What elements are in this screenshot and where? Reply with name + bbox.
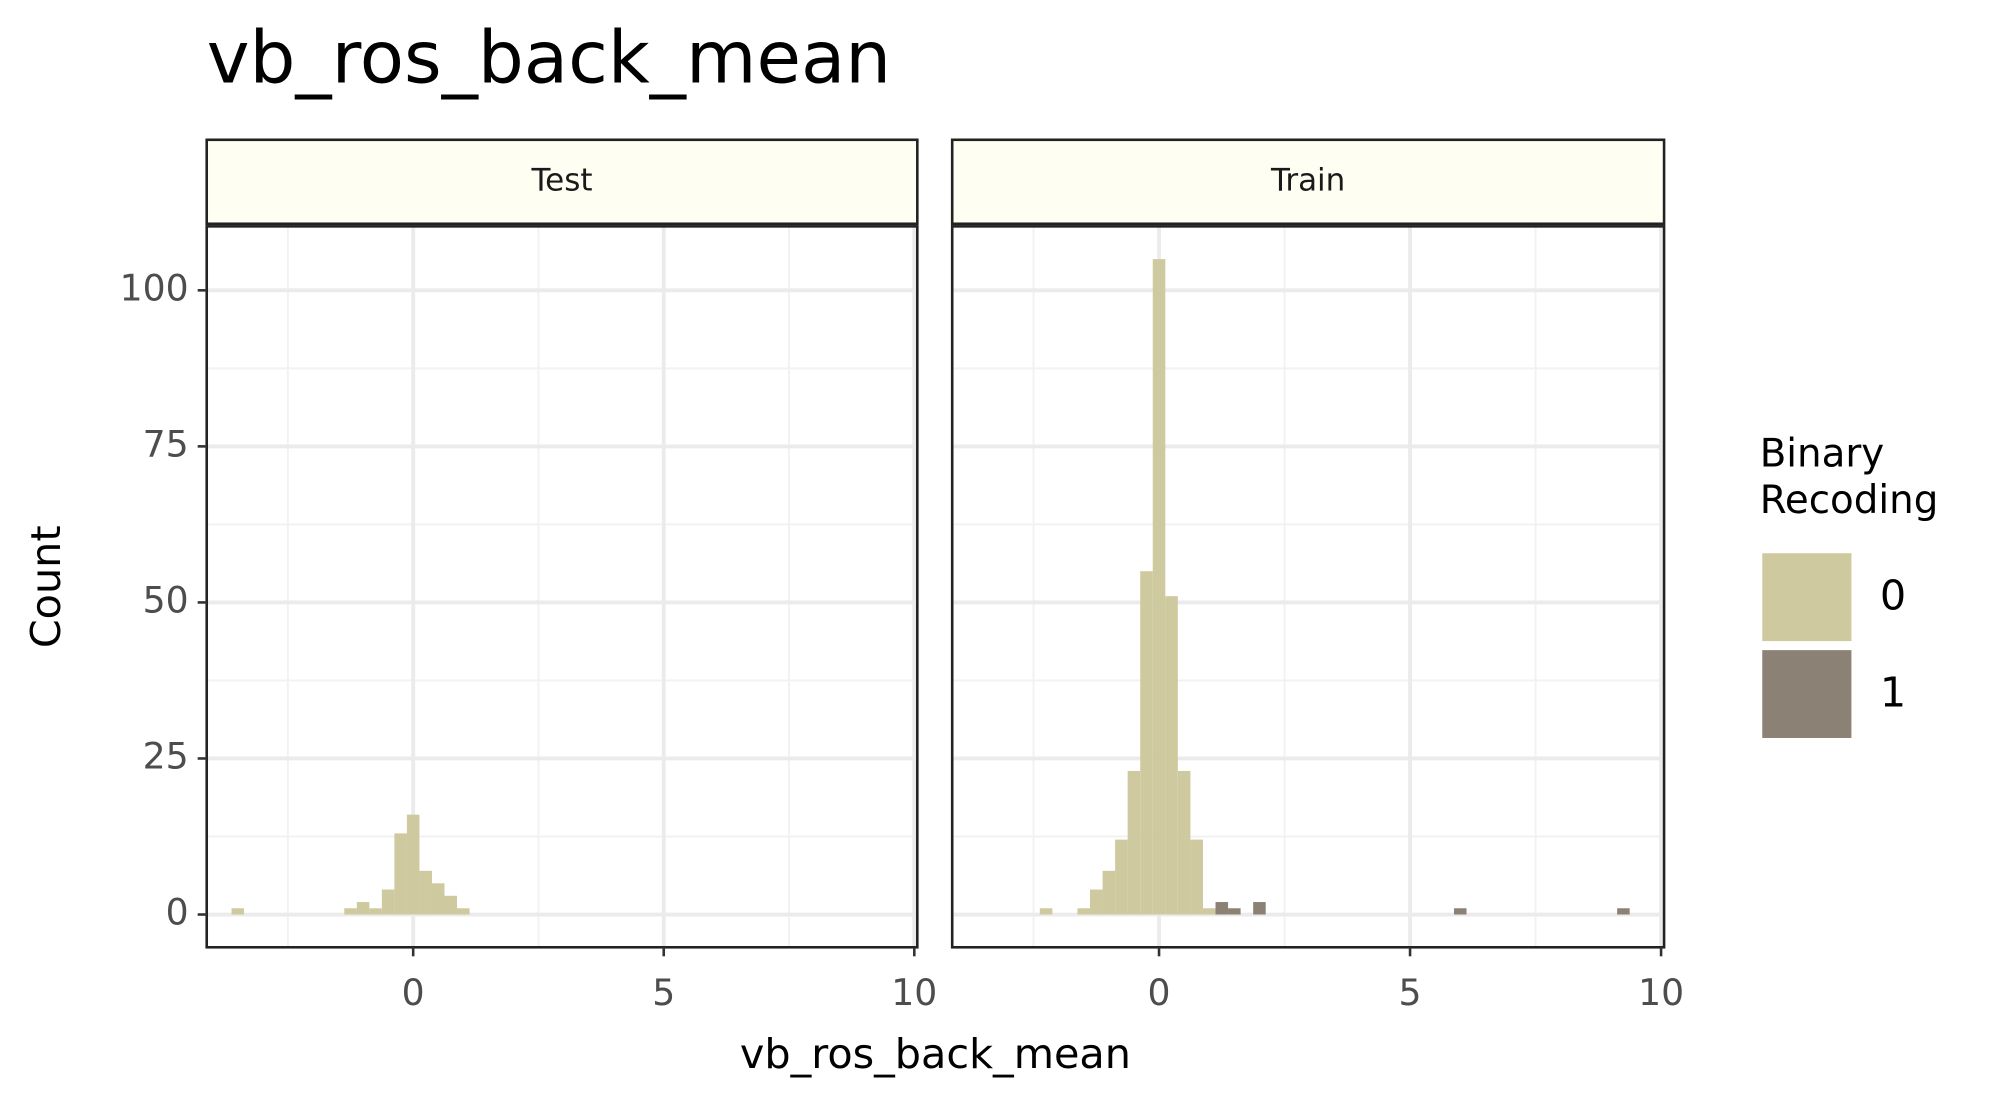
bar — [1202, 908, 1216, 915]
strip — [950, 138, 1666, 226]
legend-key — [1762, 650, 1852, 738]
strip — [205, 138, 919, 226]
bar — [394, 833, 407, 915]
bar — [1215, 902, 1229, 915]
bar — [1177, 770, 1191, 915]
bar — [1102, 870, 1116, 915]
bar — [1617, 908, 1630, 915]
bar — [419, 870, 432, 915]
bar — [1039, 908, 1053, 915]
bar — [344, 908, 357, 915]
x-tick-label: 0 — [1148, 971, 1171, 1014]
x-tick-label: 10 — [1638, 971, 1684, 1014]
y-tick-label: 25 — [143, 734, 189, 777]
bar — [1077, 908, 1091, 915]
x-tick-label: 5 — [652, 971, 675, 1014]
bar — [1115, 839, 1128, 915]
bar — [356, 902, 370, 915]
bar — [444, 895, 458, 915]
bar — [1190, 839, 1203, 915]
x-axis-label: vb_ros_back_mean — [740, 1030, 1131, 1078]
bar — [1090, 889, 1103, 915]
bar — [1127, 770, 1141, 915]
strip-label: Train — [1270, 162, 1345, 198]
bar — [231, 908, 245, 915]
y-axis-label: Count — [22, 525, 70, 648]
panel — [206, 226, 918, 948]
bar — [1228, 908, 1241, 915]
legend-title-box: Binary Recoding — [1759, 431, 1939, 524]
y-tick-label: 75 — [143, 422, 189, 465]
bar — [406, 814, 420, 915]
bar — [457, 908, 470, 915]
strip-label: Test — [530, 162, 592, 198]
bar — [1253, 902, 1266, 915]
legend-title: Binary Recoding — [1759, 431, 1939, 524]
bar — [1152, 259, 1166, 915]
y-tick-label: 50 — [143, 578, 189, 621]
legend-key — [1762, 553, 1852, 642]
y-tick-label: 0 — [166, 891, 189, 934]
bar — [1453, 908, 1467, 915]
x-tick-label: 10 — [891, 971, 937, 1014]
x-tick-label: 0 — [402, 971, 425, 1014]
legend-label: 0 — [1880, 571, 1906, 619]
panel-border — [205, 225, 919, 949]
panel-border — [950, 225, 1666, 949]
chart-title: vb_ros_back_mean — [207, 16, 891, 100]
bar — [1165, 596, 1178, 915]
bar — [1140, 571, 1153, 915]
panel — [952, 226, 1665, 948]
bar — [381, 889, 395, 915]
y-tick-label: 100 — [120, 266, 189, 309]
bar — [431, 883, 445, 915]
bar — [369, 908, 382, 915]
legend-label: 1 — [1880, 668, 1906, 716]
x-tick-label: 5 — [1399, 971, 1422, 1014]
